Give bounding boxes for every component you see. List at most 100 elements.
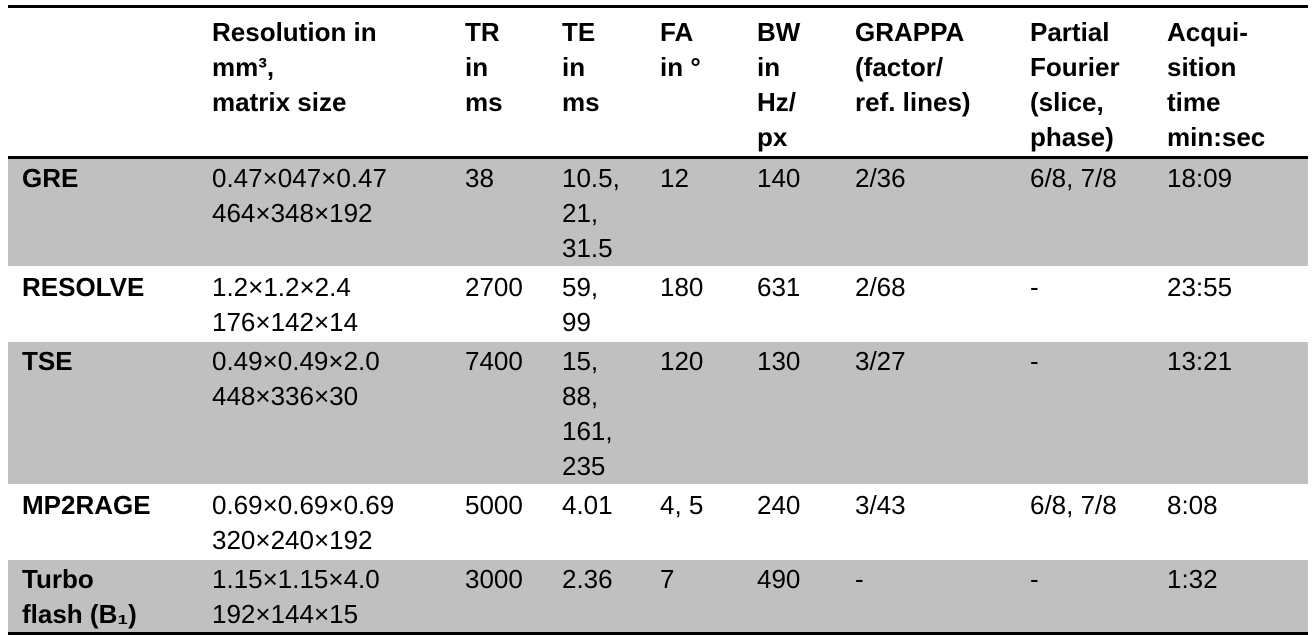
table-cell: - xyxy=(1016,341,1153,485)
cell-line: Turbo xyxy=(22,564,94,594)
table-cell: - xyxy=(1016,559,1153,634)
cell-line: - xyxy=(855,564,864,594)
cell-line: in xyxy=(757,52,781,82)
cell-line: - xyxy=(1030,564,1039,594)
header-cell: Acqui-sition time min:sec xyxy=(1153,7,1308,158)
cell-line: min:sec xyxy=(1167,122,1266,152)
cell-line: Resolution in xyxy=(212,17,377,47)
row-label: RESOLVE xyxy=(8,267,198,341)
cell-line: RESOLVE xyxy=(22,272,145,302)
table-cell: 4, 5 xyxy=(646,485,743,559)
cell-line: GRE xyxy=(22,163,79,193)
cell-line: - xyxy=(1030,346,1039,376)
cell-line: 7400 xyxy=(465,346,523,376)
cell-line: 1.2×1.2×2.4 xyxy=(212,272,351,302)
table-cell: 7400 xyxy=(451,341,548,485)
cell-line: 176×142×14 xyxy=(212,307,359,337)
table-cell: 490 xyxy=(743,559,841,634)
cell-line: (slice, xyxy=(1030,87,1104,117)
cell-line: 38 xyxy=(465,163,494,193)
table-cell: - xyxy=(841,559,1016,634)
cell-line: flash (B₁) xyxy=(22,599,137,629)
cell-line: 21, xyxy=(562,198,599,228)
cell-line: (factor/ xyxy=(855,52,944,82)
cell-line: Acqui- xyxy=(1167,17,1248,47)
header-cell: TR in ms xyxy=(451,7,548,158)
table-cell: 0.47×047×0.47 464×348×192 xyxy=(198,158,451,268)
row-label: MP2RAGE xyxy=(8,485,198,559)
cell-line: 3000 xyxy=(465,564,523,594)
table-cell: 3/27 xyxy=(841,341,1016,485)
table-cell: 3000 xyxy=(451,559,548,634)
table-cell: 1:32 xyxy=(1153,559,1308,634)
cell-line: 8:08 xyxy=(1167,490,1218,520)
cell-line: ref. lines) xyxy=(855,87,971,117)
cell-line: 31.5 xyxy=(562,233,613,263)
table-row: MP2RAGE 0.69×0.69×0.69 320×240×192 5000 4.01… xyxy=(8,485,1308,559)
table-cell: 12 xyxy=(646,158,743,268)
table-cell: 140 xyxy=(743,158,841,268)
table-cell: 23:55 xyxy=(1153,267,1308,341)
table-cell: 0.69×0.69×0.69 320×240×192 xyxy=(198,485,451,559)
cell-line: 235 xyxy=(562,451,606,481)
cell-line: 5000 xyxy=(465,490,523,520)
table-cell: 1.2×1.2×2.4 176×142×14 xyxy=(198,267,451,341)
cell-line: 0.47×047×0.47 xyxy=(212,163,387,193)
cell-line: 6/8, 7/8 xyxy=(1030,163,1117,193)
cell-line: - xyxy=(1030,272,1039,302)
cell-line: 4.01 xyxy=(562,490,613,520)
cell-line: 15, xyxy=(562,346,599,376)
cell-line: 161, xyxy=(562,416,613,446)
cell-line: MP2RAGE xyxy=(22,490,151,520)
cell-line: TR xyxy=(465,17,500,47)
table-cell: 1.15×1.15×4.0 192×144×15 xyxy=(198,559,451,634)
cell-line: 180 xyxy=(660,272,704,302)
header-cell: FA in ° xyxy=(646,7,743,158)
cell-line: 464×348×192 xyxy=(212,198,373,228)
table-cell: 120 xyxy=(646,341,743,485)
table-row: RESOLVE 1.2×1.2×2.4 176×142×14 2700 59, 99 180… xyxy=(8,267,1308,341)
cell-line: 130 xyxy=(757,346,801,376)
cell-line: BW xyxy=(757,17,801,47)
cell-line: time xyxy=(1167,87,1221,117)
cell-line: 140 xyxy=(757,163,801,193)
table-cell: 2/36 xyxy=(841,158,1016,268)
table-row: Turbo flash (B₁) 1.15×1.15×4.0 192×144×15 30… xyxy=(8,559,1308,634)
row-label: GRE xyxy=(8,158,198,268)
cell-line: ms xyxy=(562,87,600,117)
cell-line xyxy=(22,15,198,50)
table-cell: 6/8, 7/8 xyxy=(1016,485,1153,559)
table-cell: 2.36 xyxy=(548,559,646,634)
header-cell: Resolution in mm³, matrix size xyxy=(198,7,451,158)
cell-line: 13:21 xyxy=(1167,346,1233,376)
table-cell: 18:09 xyxy=(1153,158,1308,268)
table-cell: - xyxy=(1016,267,1153,341)
cell-line: FA xyxy=(660,17,694,47)
cell-line: 18:09 xyxy=(1167,163,1233,193)
cell-line: ms xyxy=(465,87,503,117)
table-cell: 2700 xyxy=(451,267,548,341)
table-header: Resolution in mm³, matrix size TR in ms TE in ms… xyxy=(8,6,1308,158)
table-cell: 59, 99 xyxy=(548,267,646,341)
row-label: TSE xyxy=(8,341,198,485)
header-cell: TE in ms xyxy=(548,7,646,158)
cell-line: Partial xyxy=(1030,17,1110,47)
table: Resolution in mm³, matrix size TR in ms TE in ms… xyxy=(8,5,1308,635)
cell-line: TSE xyxy=(22,346,73,376)
page: {"table": { "header": [[""], ["Resolutio… xyxy=(8,6,1308,634)
row-label: Turbo flash (B₁) xyxy=(8,559,198,634)
table-cell: 5000 xyxy=(451,485,548,559)
cell-line: 3/27 xyxy=(855,346,906,376)
cell-line: 0.49×0.49×2.0 xyxy=(212,346,380,376)
table-cell: 0.49×0.49×2.0 448×336×30 xyxy=(198,341,451,485)
cell-line: 1.15×1.15×4.0 xyxy=(212,564,380,594)
cell-line: 192×144×15 xyxy=(212,599,359,629)
table-cell: 631 xyxy=(743,267,841,341)
table-cell: 130 xyxy=(743,341,841,485)
cell-line: 23:55 xyxy=(1167,272,1233,302)
cell-line: Fourier xyxy=(1030,52,1120,82)
cell-line: in ° xyxy=(660,52,701,82)
table-cell: 38 xyxy=(451,158,548,268)
cell-line: in xyxy=(562,52,586,82)
cell-line: Hz/ xyxy=(757,87,796,117)
